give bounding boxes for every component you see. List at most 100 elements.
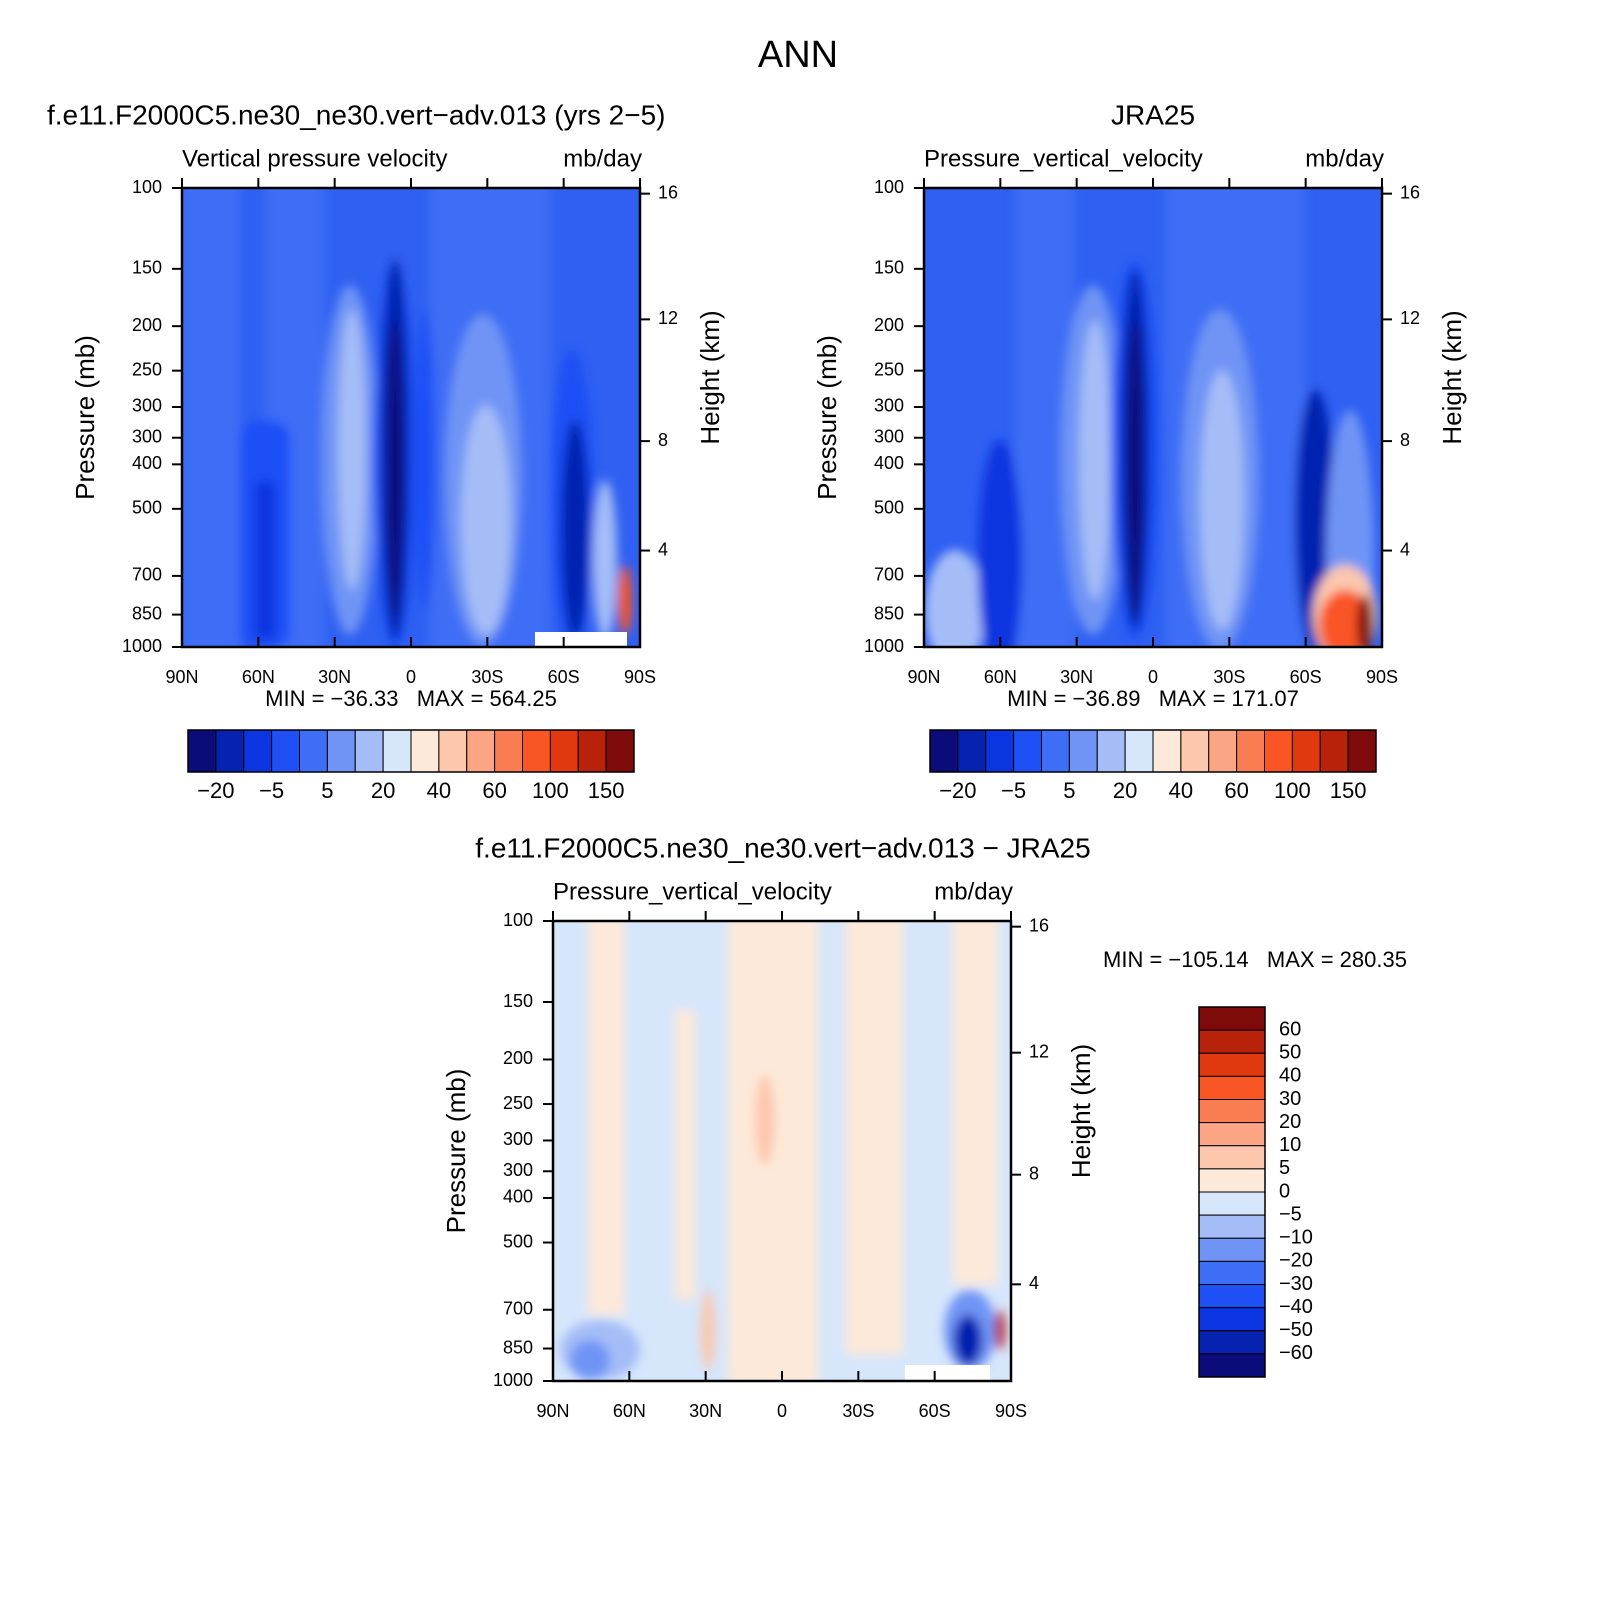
y-axis-label: Pressure (mb) — [441, 1069, 471, 1234]
colorbar-box — [1198, 1099, 1266, 1124]
x-tick-label: 60N — [242, 667, 275, 687]
y2-tick-label: 4 — [658, 539, 668, 559]
y2-axis-label: Height (km) — [1437, 310, 1467, 444]
colorbar-label: −50 — [1279, 1319, 1313, 1341]
colorbar-label: −60 — [1279, 1342, 1313, 1364]
colorbar-label: −5 — [259, 778, 284, 803]
y2-tick-label: 12 — [1400, 308, 1420, 328]
colorbar-label: 5 — [1279, 1157, 1290, 1179]
figure-title: ANN — [758, 34, 838, 76]
plot-subtitle: Pressure_vertical_velocity — [553, 878, 832, 905]
x-tick-label: 30N — [1060, 667, 1093, 687]
contour-field — [182, 188, 640, 647]
plot-title: f.e11.F2000C5.ne30_ne30.vert−adv.013 (yr… — [47, 99, 666, 130]
y-tick-label: 1000 — [864, 636, 904, 656]
x-tick-label: 60N — [613, 1401, 646, 1421]
colorbar-box — [1198, 1029, 1266, 1054]
colorbar-frame — [187, 729, 635, 773]
colorbar-label: 100 — [532, 778, 569, 803]
colorbar-box — [1180, 729, 1210, 773]
y-tick-label: 500 — [874, 498, 904, 518]
colorbar-label: −40 — [1279, 1296, 1313, 1318]
colorbar-box — [1198, 1353, 1266, 1378]
x-tick-label: 90N — [165, 667, 198, 687]
colorbar-label: 40 — [1169, 778, 1193, 803]
y-tick-label: 500 — [132, 498, 162, 518]
colorbar-box — [985, 729, 1015, 773]
y-tick-label: 150 — [874, 258, 904, 278]
colorbar-box — [1236, 729, 1265, 773]
y-tick-label: 250 — [874, 359, 904, 379]
plot-subtitle: Vertical pressure velocity — [182, 145, 447, 172]
colorbar-box — [605, 729, 635, 773]
colorbar-label: 0 — [1279, 1180, 1290, 1202]
colorbar-frame — [1198, 1006, 1266, 1378]
x-tick-label: 30N — [689, 1401, 722, 1421]
colorbar-label: 60 — [1279, 1018, 1301, 1040]
y-tick-label: 300 — [132, 396, 162, 416]
colorbar-box — [1198, 1214, 1266, 1239]
plot-subtitle: Pressure_vertical_velocity — [924, 145, 1203, 172]
colorbar-label: 5 — [321, 778, 333, 803]
colorbar-label: 20 — [1279, 1111, 1301, 1133]
y2-tick-label: 8 — [1400, 430, 1410, 450]
y-axis-label: Pressure (mb) — [812, 335, 842, 500]
colorbar-box — [1264, 729, 1293, 773]
y-tick-label: 250 — [132, 359, 162, 379]
stats: MIN = −36.89 MAX = 171.07 — [1007, 686, 1299, 711]
colorbar-box — [1124, 729, 1154, 773]
y-tick-label: 300 — [874, 426, 904, 446]
contour-field — [553, 921, 1011, 1381]
x-tick-label: 90S — [995, 1401, 1027, 1421]
y-tick-label: 200 — [874, 315, 904, 335]
colorbar-box — [957, 729, 987, 773]
plot-title: f.e11.F2000C5.ne30_ne30.vert−adv.013 − J… — [475, 832, 1090, 863]
y-tick-label: 700 — [874, 565, 904, 585]
colorbar-box — [438, 729, 468, 773]
colorbar-label: 40 — [1279, 1065, 1301, 1087]
colorbar-box — [1198, 1168, 1266, 1193]
y-tick-label: 400 — [503, 1187, 533, 1207]
contour-field — [924, 188, 1382, 647]
y-tick-label: 200 — [132, 315, 162, 335]
y-tick-label: 100 — [874, 177, 904, 197]
x-tick-label: 30N — [318, 667, 351, 687]
y2-tick-label: 8 — [658, 430, 668, 450]
y-tick-label: 100 — [503, 910, 533, 930]
colorbar-label: −5 — [1001, 778, 1026, 803]
colorbar-box — [1208, 729, 1238, 773]
colorbar-box — [1198, 1284, 1266, 1309]
x-tick-label: 30S — [471, 667, 503, 687]
colorbar-label: 150 — [1330, 778, 1367, 803]
y2-tick-label: 4 — [1029, 1273, 1039, 1293]
y-tick-label: 300 — [503, 1129, 533, 1149]
colorbar-label: 20 — [1113, 778, 1137, 803]
colorbar-label: 60 — [482, 778, 506, 803]
colorbar-box — [494, 729, 523, 773]
y2-tick-label: 16 — [658, 182, 678, 202]
colorbar-label: −20 — [1279, 1250, 1313, 1272]
y-tick-label: 400 — [132, 453, 162, 473]
colorbar-box — [1198, 1145, 1266, 1170]
y2-axis-label: Height (km) — [695, 310, 725, 444]
x-tick-label: 90S — [624, 667, 656, 687]
colorbar-label: −5 — [1279, 1203, 1302, 1225]
colorbar-label: 30 — [1279, 1088, 1301, 1110]
colorbar-box — [1347, 729, 1377, 773]
y-axis-label: Pressure (mb) — [70, 335, 100, 500]
colorbar-box — [215, 729, 245, 773]
colorbar-box — [271, 729, 300, 773]
colorbar-box — [1291, 729, 1321, 773]
colorbar-label: −30 — [1279, 1273, 1313, 1295]
x-tick-label: 60S — [1290, 667, 1322, 687]
y-tick-label: 150 — [132, 258, 162, 278]
colorbar-label: 40 — [427, 778, 451, 803]
colorbar-box — [1319, 729, 1349, 773]
colorbar-box — [1198, 1075, 1266, 1100]
colorbar-label: 5 — [1063, 778, 1075, 803]
y-tick-label: 400 — [874, 453, 904, 473]
colorbar-label: 20 — [371, 778, 395, 803]
x-tick-label: 90S — [1366, 667, 1398, 687]
y-tick-label: 850 — [874, 603, 904, 623]
